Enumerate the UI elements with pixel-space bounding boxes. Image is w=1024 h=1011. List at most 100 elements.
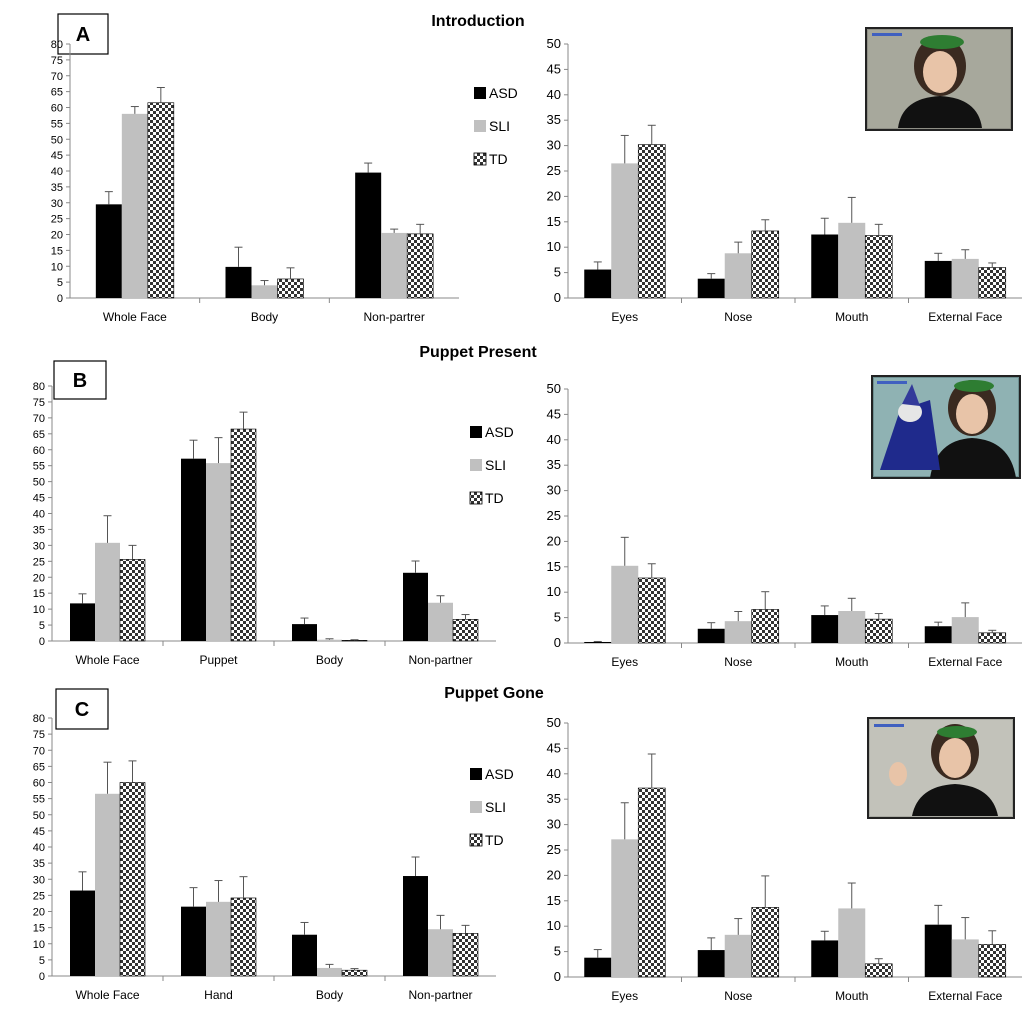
bar-sli	[428, 602, 453, 641]
bar-asd	[584, 641, 612, 643]
legend-sli-swatch	[474, 120, 486, 132]
y-tick-label: 65	[33, 429, 45, 441]
y-tick-label: 25	[547, 163, 561, 178]
bar-asd	[181, 906, 206, 976]
y-tick-label: 5	[57, 277, 63, 289]
legend-puppet-present: ASD SLI TD	[469, 424, 514, 506]
chart-intro-left: 0 5 10 15 20 25 30 35 40 45 50 55 60 65 70 75 80 Whole Fa…	[51, 39, 459, 324]
x-tick-label: Whole Face	[75, 988, 139, 1002]
y-tick-label: 55	[51, 118, 63, 130]
y-tick-label: 0	[554, 290, 561, 305]
bar-td	[751, 609, 780, 644]
y-tick-label: 5	[554, 944, 561, 959]
bar-sli	[121, 113, 148, 298]
x-tick-label: Mouth	[835, 989, 868, 1003]
y-tick-label: 0	[39, 971, 45, 983]
y-tick-label: 30	[547, 483, 561, 498]
bar-td	[119, 782, 146, 977]
bar-sli	[611, 163, 639, 298]
bar-td	[147, 102, 175, 299]
y-tick-label: 5	[554, 265, 561, 280]
y-tick-label: 10	[547, 584, 561, 599]
bar-sli	[724, 934, 752, 977]
y-tick-label: 40	[547, 87, 561, 102]
y-tick-label: 25	[547, 842, 561, 857]
y-tick-label: 55	[33, 794, 45, 806]
y-tick-label: 25	[33, 890, 45, 902]
x-tick-label: Non-partner	[408, 653, 472, 667]
x-tick-label: Non-partner	[408, 988, 472, 1002]
y-tick-label: 35	[33, 858, 45, 870]
legend-sli-label: SLI	[485, 799, 506, 815]
bar-sli	[317, 639, 342, 641]
x-tick-label: Eyes	[611, 989, 638, 1003]
y-tick-label: 15	[547, 559, 561, 574]
bar-td	[637, 144, 666, 299]
bar-asd	[584, 957, 612, 977]
y-tick-label: 80	[33, 381, 45, 393]
section-title-puppet-present: Puppet Present	[419, 344, 537, 361]
y-tick-label: 30	[547, 138, 561, 153]
svg-text:A: A	[76, 24, 90, 46]
y-tick-label: 80	[51, 39, 63, 51]
bar-td	[452, 933, 479, 977]
bar-td	[978, 267, 1007, 299]
legend-td-swatch	[469, 491, 483, 505]
y-tick-label: 70	[51, 71, 63, 83]
bar-sli	[724, 253, 752, 298]
y-tick-label: 45	[33, 826, 45, 838]
bar-asd	[811, 940, 839, 977]
legend-asd-label: ASD	[489, 85, 518, 101]
y-tick-label: 40	[33, 842, 45, 854]
panel-letter-a: A	[57, 13, 109, 55]
y-tick-label: 50	[547, 36, 561, 51]
bar-td	[452, 619, 479, 642]
y-tick-label: 40	[547, 766, 561, 781]
bar-asd	[924, 260, 952, 298]
y-tick-label: 10	[33, 604, 45, 616]
x-tick-label: Eyes	[611, 655, 638, 669]
y-tick-label: 50	[33, 477, 45, 489]
bar-td	[751, 230, 780, 299]
y-tick-label: 35	[547, 112, 561, 127]
bar-sli	[951, 939, 979, 977]
panel-letter-c: C	[55, 688, 109, 730]
chart-present-right: 0 5 10 15 20 25 30 35 40 45 50 Eyes Nose Mouth Externa…	[547, 381, 1022, 669]
chart-present-left: 0 5 10 15 20 25 30 35 40 45 50 55 60 65 70 75 80 Whole Fa…	[33, 381, 496, 667]
bar-sli	[206, 901, 231, 976]
bar-asd	[697, 950, 725, 977]
y-tick-label: 25	[547, 508, 561, 523]
y-tick-label: 35	[547, 457, 561, 472]
y-tick-label: 35	[547, 791, 561, 806]
x-tick-label: Nose	[724, 989, 752, 1003]
y-tick-label: 0	[57, 293, 63, 305]
legend-asd-swatch	[470, 768, 482, 780]
y-tick-label: 15	[547, 893, 561, 908]
y-tick-label: 20	[33, 907, 45, 919]
y-tick-label: 50	[547, 715, 561, 730]
bar-asd	[584, 269, 612, 298]
y-tick-label: 40	[547, 432, 561, 447]
bar-sli	[95, 793, 120, 976]
y-tick-label: 0	[554, 635, 561, 650]
y-tick-label: 0	[554, 969, 561, 984]
bar-td	[406, 233, 434, 299]
section-title-puppet-gone: Puppet Gone	[444, 685, 544, 702]
y-tick-label: 80	[33, 713, 45, 725]
bar-asd	[95, 204, 122, 298]
y-tick-label: 5	[39, 955, 45, 967]
legend-introduction: ASD SLI TD	[473, 85, 518, 167]
x-tick-label: Nose	[724, 310, 752, 324]
x-tick-label: Body	[251, 310, 278, 324]
bar-asd	[292, 624, 317, 641]
y-tick-label: 45	[547, 61, 561, 76]
y-tick-label: 45	[547, 406, 561, 421]
y-tick-label: 45	[51, 150, 63, 162]
y-tick-label: 60	[51, 103, 63, 115]
x-tick-label: Whole Face	[75, 653, 139, 667]
bar-asd	[811, 615, 839, 643]
x-tick-label: Mouth	[835, 310, 868, 324]
legend-sli-swatch	[470, 801, 482, 813]
bar-td	[978, 944, 1007, 978]
legend-sli-swatch	[470, 459, 482, 471]
